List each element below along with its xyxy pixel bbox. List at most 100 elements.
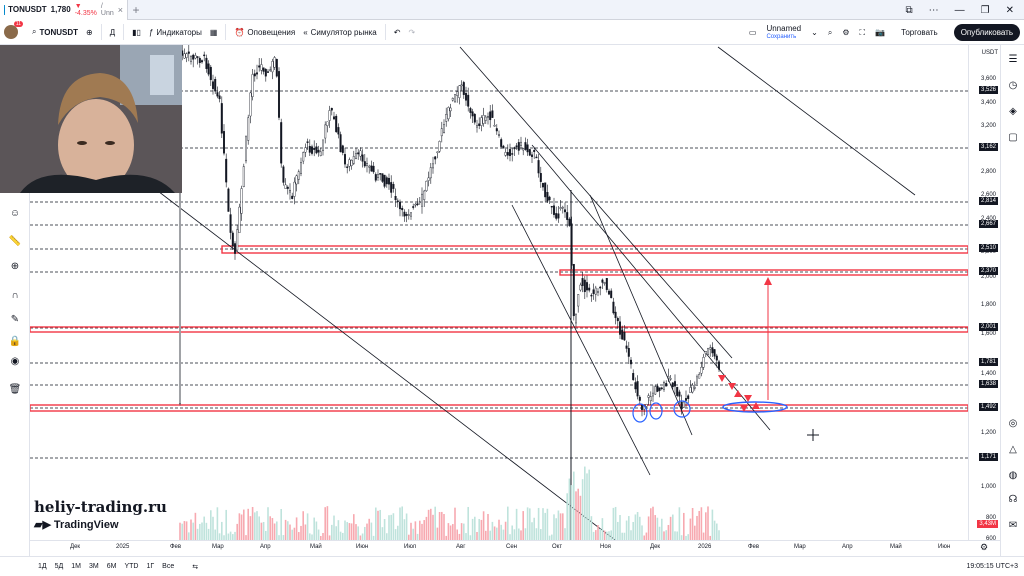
volume-bar [632, 521, 634, 540]
range-button[interactable]: YTD [124, 563, 139, 570]
alerts-clock-icon[interactable]: ◷ [1008, 80, 1018, 91]
magnet-icon[interactable]: ∩ [11, 290, 19, 301]
more-icon[interactable]: ⋯ [928, 4, 939, 16]
watchlist-icon[interactable]: ☰ [1008, 54, 1018, 65]
rss-icon[interactable]: ☊ [1008, 494, 1018, 505]
candle-body [500, 139, 503, 147]
volume-bar [234, 531, 236, 540]
chat-icon[interactable]: ▢ [1008, 132, 1018, 143]
camera-icon[interactable]: 📷 [875, 28, 886, 37]
price-axis[interactable]: USDT 3,6003,4003,2003,0002,8002,6002,400… [968, 45, 1000, 542]
candle-body [700, 366, 703, 374]
streams-icon[interactable]: ◍ [1008, 470, 1018, 481]
clock[interactable]: 19:05:15 UTC+3 [966, 563, 1018, 570]
range-button[interactable]: 1Г [146, 563, 155, 570]
pip-icon[interactable]: ⧉ [905, 4, 913, 16]
ruler-icon[interactable]: 📏 [8, 236, 22, 247]
candle-body [330, 107, 333, 111]
volume-bar [205, 522, 208, 540]
candle-body [414, 204, 417, 206]
alerts-button[interactable]: ⏰ Оповещения [234, 28, 295, 37]
volume-bar [639, 516, 641, 540]
price-tag: 1,781 [978, 358, 998, 366]
range-button[interactable]: Все [162, 563, 175, 570]
range-button[interactable]: 3М [89, 563, 99, 570]
date-range-icon[interactable]: ⇆ [192, 563, 199, 571]
candle-body [546, 192, 549, 202]
symbol-search[interactable]: ⌕ TONUSDT [32, 27, 78, 37]
currency-label[interactable]: USDT [981, 50, 998, 56]
chart-type-icon[interactable]: ▮▯ [132, 27, 141, 37]
candle-body [656, 385, 659, 392]
candle-body [315, 146, 318, 154]
range-button[interactable]: 1М [71, 563, 82, 570]
range-button[interactable]: 5Д [54, 563, 64, 570]
quick-search-icon[interactable]: ⌕ [827, 27, 833, 37]
layout-icon[interactable]: ▭ [748, 28, 757, 37]
volume-bar [513, 529, 516, 540]
candle-body [531, 154, 534, 157]
candle-body [244, 136, 247, 162]
range-button[interactable]: 6М [106, 563, 117, 570]
candle-body [220, 103, 223, 134]
maximize-icon[interactable]: ❐ [980, 4, 990, 16]
candle-body [669, 378, 672, 380]
redo-icon[interactable]: ↷ [408, 27, 416, 37]
candle-body [273, 57, 276, 68]
close-window-icon[interactable]: ✕ [1005, 4, 1014, 16]
range-button[interactable]: 1Д [38, 563, 47, 570]
price-tag: 2,001 [978, 323, 998, 331]
publish-button[interactable]: Опубликовать [953, 24, 1020, 41]
new-tab-icon[interactable]: + [132, 2, 140, 17]
volume-bar [258, 516, 260, 540]
trash-icon[interactable]: 🗑 [8, 384, 22, 395]
compare-icon[interactable]: ⊕ [86, 27, 93, 37]
indicators-button[interactable]: ƒ Индикаторы [149, 28, 202, 37]
chart-canvas[interactable] [30, 45, 968, 540]
fullscreen-icon[interactable]: ⛶ [859, 27, 866, 37]
chart-tab[interactable]: TONUSDT 1,780 ▼ -4.35% / Unn × [0, 0, 128, 20]
axis-settings-icon[interactable]: ⚙ [980, 542, 989, 552]
key-zones [30, 245, 968, 412]
volume-bar [597, 525, 599, 540]
tab-close-icon[interactable]: × [117, 4, 123, 15]
candle-body [379, 173, 382, 175]
time-axis[interactable]: Дек 2025 Фев Мар Апр Май Июн Июл Авг Сен Окт Ноя Дек… [30, 540, 1000, 556]
arrow-head [764, 277, 772, 285]
target-icon[interactable]: ◎ [1008, 418, 1018, 429]
settings-icon[interactable]: ⚙ [842, 28, 850, 37]
undo-icon[interactable]: ↶ [393, 27, 401, 37]
stay-drawing-icon[interactable]: ✎ [10, 314, 20, 325]
emoji-icon[interactable]: ☺ [9, 208, 21, 219]
candle-body [392, 184, 395, 189]
lock-icon[interactable]: 🔒 [8, 336, 22, 347]
volume-bar [410, 522, 412, 540]
candle-body [592, 289, 595, 294]
templates-icon[interactable]: ▦ [209, 27, 218, 37]
candle-body [561, 206, 564, 209]
candle-body [352, 156, 355, 164]
layout-name[interactable]: Unnamed Сохранить [766, 24, 801, 41]
replay-button[interactable]: « Симулятор рынка [303, 28, 377, 37]
chevron-down-icon[interactable]: ⌄ [811, 28, 818, 37]
volume-bar [342, 532, 344, 540]
candle-body [590, 294, 593, 297]
candle-body [443, 124, 446, 133]
ideas-icon[interactable]: △ [1009, 444, 1017, 455]
zoom-in-icon[interactable]: ⊕ [10, 261, 20, 272]
candle-body [537, 160, 540, 174]
volume-bar [331, 524, 333, 540]
candle-body [282, 166, 285, 183]
volume-bar [192, 522, 194, 540]
price-label: 1,200 [980, 430, 996, 436]
notifications-icon[interactable]: ✉ [1008, 520, 1018, 531]
trade-button[interactable]: Торговать [901, 28, 938, 37]
avatar[interactable]: 11 [4, 21, 23, 39]
minimize-icon[interactable]: — [954, 4, 965, 16]
eye-icon[interactable]: ◉ [10, 356, 20, 367]
interval-button[interactable]: Д [109, 27, 116, 37]
volume-bar [247, 508, 249, 540]
price-chart[interactable] [30, 45, 968, 540]
layers-icon[interactable]: ◈ [1009, 106, 1017, 117]
candle-body [645, 404, 648, 407]
